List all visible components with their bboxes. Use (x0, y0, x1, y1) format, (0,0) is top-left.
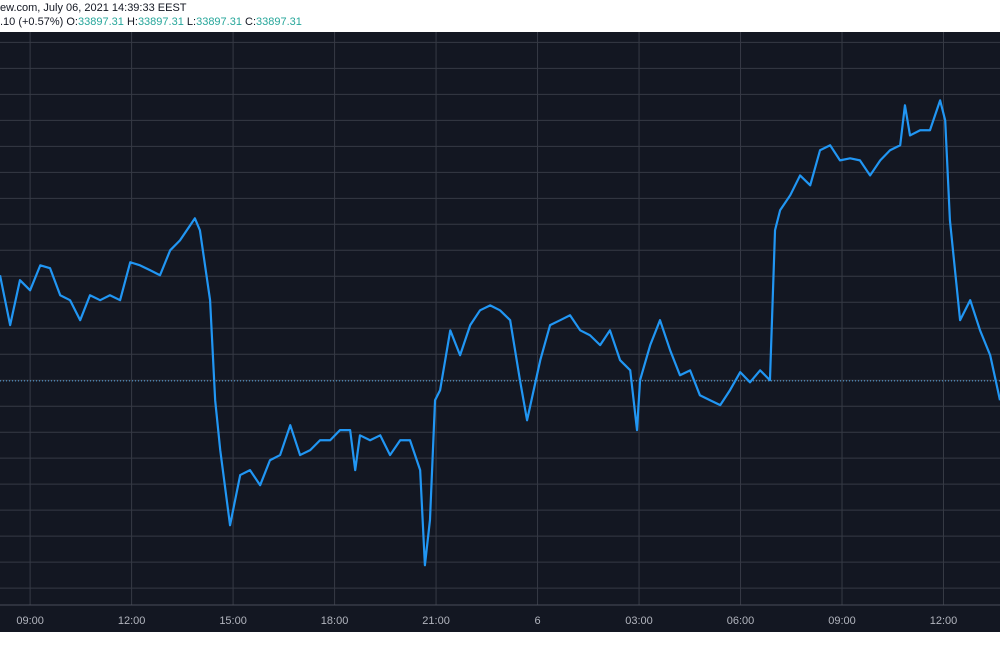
ohlc-value: 33897.31 (256, 16, 302, 28)
ohlc-value: 33897.31 (138, 16, 184, 28)
ohlc-value: 33897.31 (196, 16, 242, 28)
ohlc-value: 33897.31 (78, 16, 124, 28)
ohlc-label: O: (66, 16, 78, 28)
x-tick-label: 12:00 (118, 615, 146, 627)
price-line (0, 99, 1000, 567)
x-tick-label: 18:00 (321, 615, 349, 627)
x-tick-label: 03:00 (625, 615, 653, 627)
x-tick-label: 6 (534, 615, 540, 627)
x-tick-label: 06:00 (727, 615, 755, 627)
x-tick-label: 15:00 (219, 615, 247, 627)
ohlc-label: H: (127, 16, 138, 28)
x-tick-label: 21:00 (422, 615, 450, 627)
x-tick-label: 09:00 (16, 615, 44, 627)
x-tick-label: 12:00 (930, 615, 958, 627)
source-line: ew.com, July 06, 2021 14:39:33 EEST (0, 2, 187, 14)
plot-bg (0, 32, 1000, 632)
ohlc-label: C: (245, 16, 256, 28)
header-bg (0, 0, 1000, 32)
ohlc-label: L: (187, 16, 196, 28)
change: .10 (+0.57%) (0, 16, 63, 28)
x-tick-label: 09:00 (828, 615, 856, 627)
ohlc-line: .10 (+0.57%) O:33897.31 H:33897.31 L:338… (0, 16, 302, 28)
